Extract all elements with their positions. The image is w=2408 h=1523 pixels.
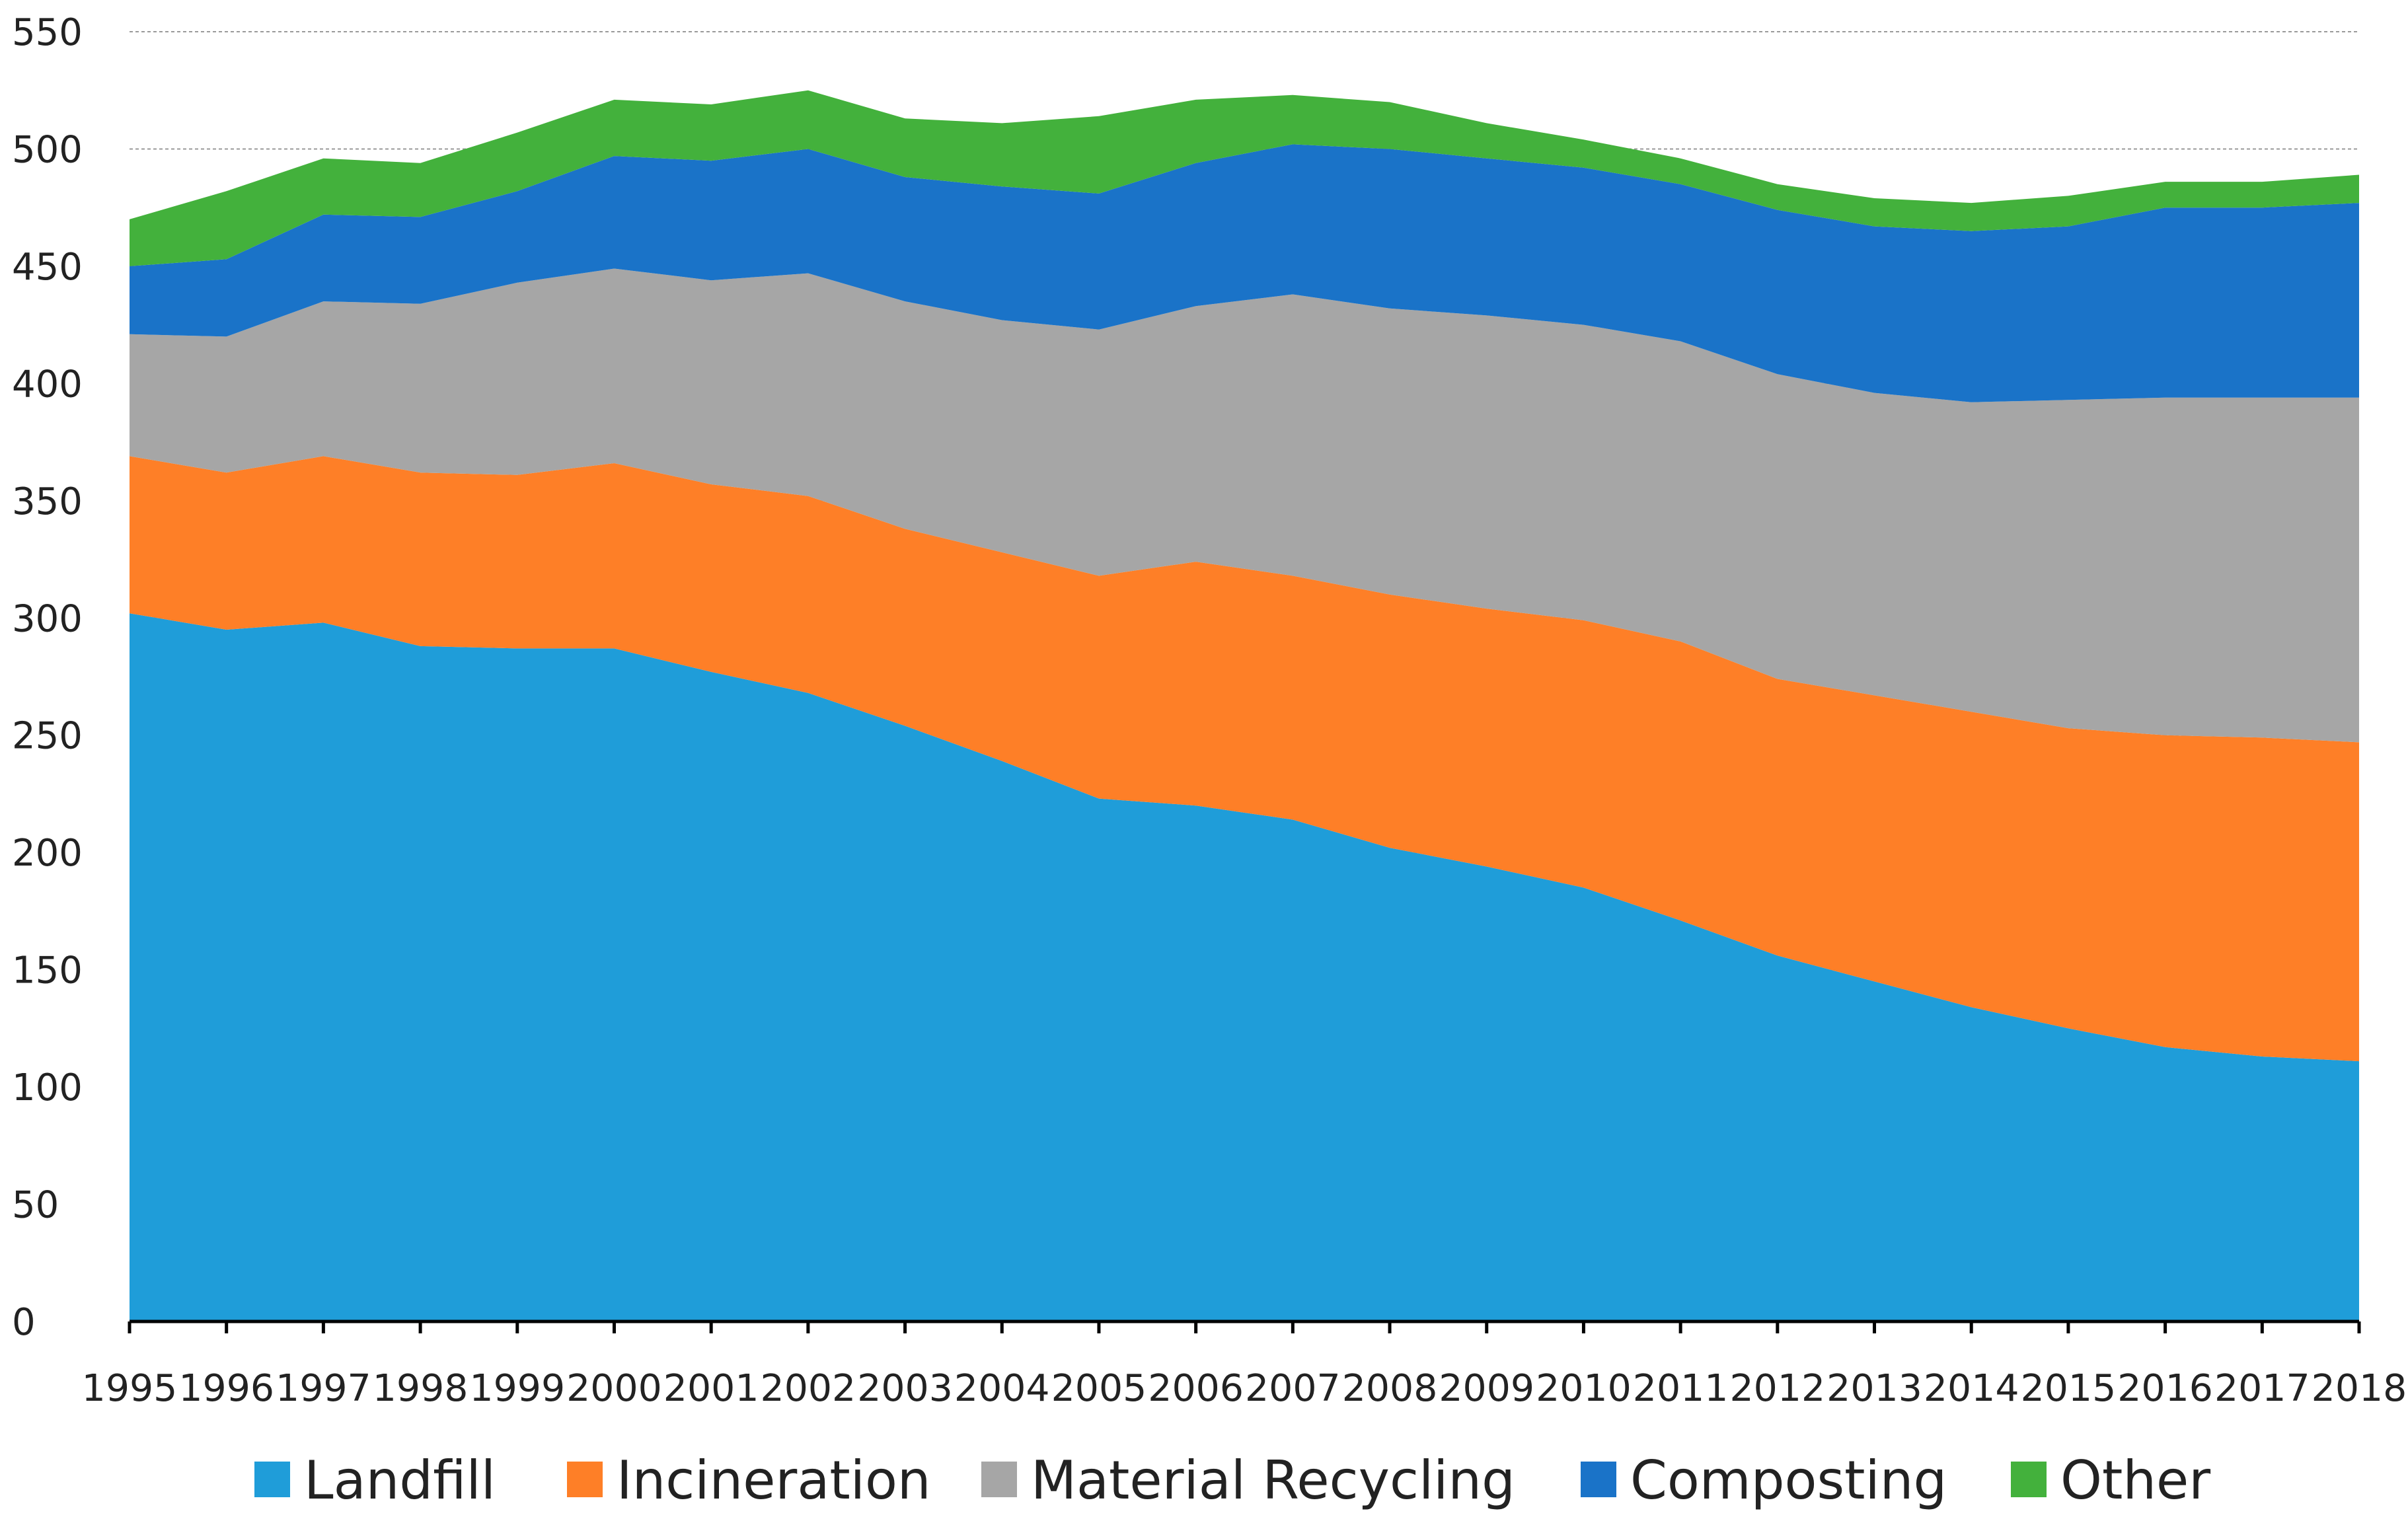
x-tick-label: 2009	[1439, 1367, 1534, 1410]
y-tick-label: 350	[12, 480, 83, 523]
x-tick-label: 2007	[1245, 1367, 1341, 1410]
legend-swatch-material-recycling	[981, 1462, 1017, 1497]
y-tick-label: 150	[12, 949, 83, 992]
x-tick-label: 2003	[857, 1367, 953, 1410]
x-tick-label: 2008	[1342, 1367, 1438, 1410]
x-tick-label: 1995	[82, 1367, 178, 1410]
legend-label-material-recycling: Material Recycling	[1031, 1450, 1515, 1511]
y-tick-label: 500	[12, 128, 83, 171]
area-material-recycling	[130, 268, 2359, 743]
x-tick-label: 2004	[954, 1367, 1050, 1410]
area-composting	[130, 144, 2359, 402]
x-tick-label: 1996	[178, 1367, 274, 1410]
areas	[130, 90, 2359, 1322]
x-tick-label: 2011	[1633, 1367, 1729, 1410]
x-tick-label: 2018	[2312, 1367, 2407, 1410]
x-tick-labels: 1995 1996 1997 1998 1999 2000 2001 2002 2003 2004…	[82, 1367, 2407, 1410]
x-tick-label: 1997	[276, 1367, 371, 1410]
area-incineration	[130, 456, 2359, 1062]
legend-label-landfill: Landfill	[304, 1450, 496, 1511]
y-tick-label: 50	[12, 1184, 59, 1227]
legend: Landfill Incineration Material Recycling Co…	[254, 1450, 2210, 1511]
y-tick-labels: 0 50 100 150 200 250 300 350 400 450 500 550	[12, 11, 83, 1344]
x-tick-label: 2015	[2021, 1367, 2117, 1410]
x-tick-label: 2014	[1924, 1367, 2019, 1410]
y-tick-label: 100	[12, 1066, 83, 1109]
y-tick-label: 250	[12, 715, 83, 758]
legend-swatch-incineration	[567, 1462, 603, 1497]
x-tick-label: 2005	[1051, 1367, 1147, 1410]
legend-swatch-other	[2011, 1462, 2047, 1497]
y-tick-label: 400	[12, 363, 83, 406]
y-tick-label: 550	[12, 11, 83, 54]
x-tick-label: 1999	[469, 1367, 565, 1410]
legend-label-other: Other	[2060, 1450, 2210, 1511]
x-tick-label: 2000	[566, 1367, 662, 1410]
x-tick-label: 2017	[2214, 1367, 2310, 1410]
x-tick-label: 2010	[1536, 1367, 1632, 1410]
area-other	[130, 90, 2359, 266]
axes	[128, 1319, 2361, 1333]
x-tick-label: 2013	[1826, 1367, 1922, 1410]
y-tick-label: 450	[12, 246, 83, 289]
y-tick-label: 0	[12, 1301, 36, 1344]
x-tick-label: 2006	[1148, 1367, 1244, 1410]
legend-label-incineration: Incineration	[617, 1450, 931, 1511]
x-tick-label: 2012	[1729, 1367, 1825, 1410]
x-tick-label: 2002	[761, 1367, 856, 1410]
y-tick-label: 300	[12, 597, 83, 640]
area-landfill	[130, 613, 2359, 1322]
x-tick-label: 2016	[2117, 1367, 2213, 1410]
legend-swatch-composting	[1581, 1462, 1616, 1497]
legend-label-composting: Composting	[1630, 1450, 1947, 1511]
legend-swatch-landfill	[254, 1462, 290, 1497]
y-tick-label: 200	[12, 832, 83, 875]
x-tick-label: 2001	[663, 1367, 759, 1410]
x-tick-label: 1998	[373, 1367, 469, 1410]
